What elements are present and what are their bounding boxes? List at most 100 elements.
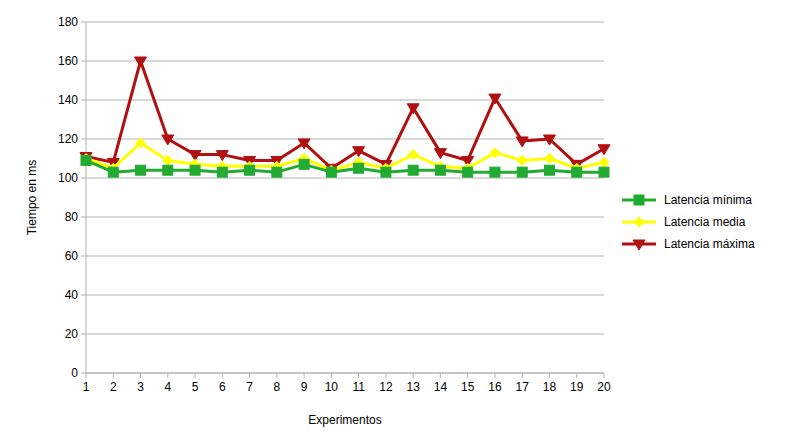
marker	[353, 147, 365, 157]
y-tick-label: 140	[58, 93, 78, 107]
y-tick-label: 160	[58, 54, 78, 68]
y-tick	[81, 22, 86, 23]
x-tick	[86, 373, 87, 378]
x-tick-label: 19	[570, 380, 584, 394]
marker	[216, 151, 228, 161]
x-tick	[195, 373, 196, 378]
marker	[517, 167, 527, 177]
x-tick-label: 17	[516, 380, 530, 394]
marker	[516, 137, 528, 147]
marker	[407, 104, 419, 114]
marker	[190, 165, 200, 175]
x-tick-label: 10	[325, 380, 339, 394]
x-tick	[549, 373, 550, 378]
marker	[408, 165, 418, 175]
x-tick	[576, 373, 577, 378]
x-tick-label: 16	[488, 380, 502, 394]
y-tick	[81, 217, 86, 218]
grid-line	[86, 100, 604, 101]
legend-label: Latencia máxima	[664, 237, 755, 251]
legend-label: Latencia mínima	[664, 193, 752, 207]
x-tick-label: 13	[406, 380, 420, 394]
y-tick	[81, 100, 86, 101]
x-axis-label: Experimentos	[308, 413, 381, 427]
marker	[381, 167, 391, 177]
x-tick	[304, 373, 305, 378]
marker	[326, 167, 336, 177]
grid-line	[86, 22, 604, 23]
marker	[435, 165, 445, 175]
marker	[544, 154, 554, 164]
x-tick-label: 12	[379, 380, 393, 394]
y-tick-label: 40	[65, 288, 79, 302]
x-axis-line	[86, 373, 604, 374]
x-tick-label: 4	[164, 380, 171, 394]
marker	[490, 167, 500, 177]
y-tick	[81, 139, 86, 140]
grid-line	[86, 334, 604, 335]
grid-line	[86, 256, 604, 257]
marker	[136, 138, 146, 148]
x-tick	[440, 373, 441, 378]
grid-line	[86, 61, 604, 62]
y-tick-label: 180	[58, 15, 78, 29]
x-tick-label: 14	[434, 380, 448, 394]
x-tick-label: 8	[273, 380, 280, 394]
marker	[162, 135, 174, 145]
plot-area	[80, 57, 610, 177]
y-axis-label: Tiempo en ms	[25, 160, 39, 236]
y-tick-label: 60	[65, 249, 79, 263]
x-tick-label: 5	[192, 380, 199, 394]
x-tick	[249, 373, 250, 378]
marker	[572, 167, 582, 177]
grid-line	[86, 373, 604, 374]
y-tick	[81, 61, 86, 62]
marker	[163, 155, 173, 165]
x-tick-label: 6	[219, 380, 226, 394]
y-tick	[81, 178, 86, 179]
marker	[81, 155, 91, 165]
marker	[490, 148, 500, 158]
x-tick	[222, 373, 223, 378]
y-tick	[81, 334, 86, 335]
marker	[543, 135, 555, 145]
y-tick	[81, 256, 86, 257]
marker	[633, 240, 645, 250]
marker	[634, 195, 644, 205]
chart-container: 0204060801001201401601801234567891011121…	[0, 0, 793, 445]
marker	[434, 149, 446, 159]
marker	[517, 155, 527, 165]
marker	[354, 163, 364, 173]
x-tick-label: 20	[597, 380, 611, 394]
x-tick	[413, 373, 414, 378]
marker	[217, 167, 227, 177]
x-tick-label: 15	[461, 380, 475, 394]
marker	[163, 165, 173, 175]
legend-label: Latencia media	[664, 215, 746, 229]
marker	[599, 167, 609, 177]
marker	[299, 159, 309, 169]
marker	[135, 57, 147, 67]
x-tick-label: 3	[137, 380, 144, 394]
x-tick-label: 2	[110, 380, 117, 394]
x-tick	[276, 373, 277, 378]
x-tick-label: 1	[83, 380, 90, 394]
marker	[489, 94, 501, 104]
series-line	[86, 61, 604, 168]
chart-svg: 0204060801001201401601801234567891011121…	[0, 0, 793, 445]
marker	[272, 167, 282, 177]
x-tick	[604, 373, 605, 378]
x-tick-label: 18	[543, 380, 557, 394]
marker	[245, 165, 255, 175]
y-tick-label: 0	[71, 366, 78, 380]
y-tick-label: 120	[58, 132, 78, 146]
grid-line	[86, 217, 604, 218]
marker	[599, 157, 609, 167]
marker	[108, 167, 118, 177]
marker	[408, 150, 418, 160]
x-tick-label: 7	[246, 380, 253, 394]
y-tick-label: 100	[58, 171, 78, 185]
x-tick	[113, 373, 114, 378]
y-tick-label: 20	[65, 327, 79, 341]
x-tick	[467, 373, 468, 378]
